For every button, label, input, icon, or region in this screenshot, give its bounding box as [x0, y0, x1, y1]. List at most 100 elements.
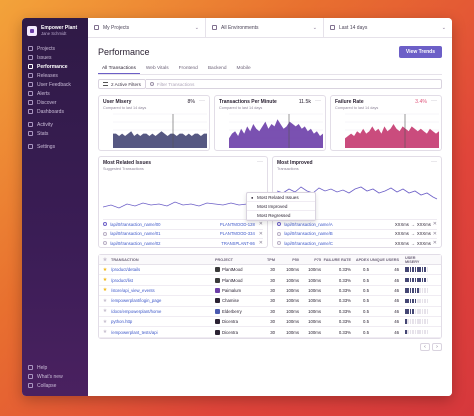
card-menu-button[interactable]: ··· — [199, 98, 205, 104]
radio-button[interactable] — [277, 231, 281, 236]
transaction-link[interactable]: /api/0/transaction_name/B — [284, 231, 333, 237]
sidebar-item-help[interactable]: Help — [22, 363, 88, 372]
sidebar-item-dashboards[interactable]: Dashboards — [22, 107, 88, 116]
sidebar-item-alerts[interactable]: Alerts — [22, 89, 88, 98]
dropdown-item-most-regressed[interactable]: Most Regressed — [247, 211, 315, 220]
sidebar-item-collapse[interactable]: Collapse — [22, 381, 88, 390]
sidebar-item-user-feedback[interactable]: User Feedback — [22, 80, 88, 89]
view-trends-button[interactable]: View Trends — [398, 46, 442, 58]
transaction-link[interactable]: /store/api_view_events — [111, 287, 155, 293]
table-row[interactable]: ★ python.http Dicentra 30 100ms 100ms 0.33% 0.5… — [99, 317, 441, 328]
star-toggle[interactable]: ★ — [99, 287, 111, 293]
p75-cell: 100ms — [308, 329, 321, 335]
transaction-link[interactable]: /api/0/transaction_name/A — [284, 221, 333, 227]
platform-icon — [215, 277, 220, 283]
table-row[interactable]: ★/product/list PlantMood 30 100ms 100ms 0.33%… — [99, 275, 441, 286]
col-project[interactable]: PROJECT — [215, 257, 233, 262]
radio-button[interactable] — [103, 222, 107, 227]
next-page-button[interactable]: › — [432, 342, 442, 351]
project-selector[interactable]: My Projects ⌄ — [88, 18, 206, 37]
misery-segment — [409, 277, 412, 283]
star-toggle[interactable]: ★ — [99, 329, 111, 335]
transaction-link[interactable]: /docs/empowerplant/home — [111, 308, 162, 314]
sidebar-item-discover[interactable]: Discover — [22, 98, 88, 107]
col-p50[interactable]: P50 — [292, 257, 299, 262]
close-icon[interactable]: ✕ — [432, 230, 437, 237]
transaction-link[interactable]: /api/0/transaction_name/01 — [110, 231, 161, 237]
list-item[interactable]: /api/0/transaction_name/C XXXms → XXXms ✕ — [277, 238, 437, 248]
card-menu-button[interactable]: ··· — [431, 98, 437, 104]
star-toggle[interactable]: ★ — [99, 308, 111, 314]
table-row[interactable]: ★/store/api_view_events Paimalum 30 100ms 10… — [99, 286, 441, 297]
tab-backend[interactable]: Backend — [207, 66, 227, 71]
close-icon[interactable]: ✕ — [258, 221, 263, 228]
date-selector[interactable]: Last 14 days ⌄ — [324, 18, 452, 37]
transaction-link[interactable]: /empowerplant/login_page — [111, 298, 162, 304]
p50-cell: 100ms — [286, 277, 299, 283]
issue-id-link[interactable]: PLANTMOOD-128 — [219, 221, 255, 227]
sidebar-item-settings[interactable]: Settings — [22, 142, 88, 151]
col-unique-users[interactable]: UNIQUE USERS — [370, 257, 399, 262]
list-item[interactable]: /api/0/transaction_name/B XXXms → XXXms ✕ — [277, 228, 437, 239]
radio-button[interactable] — [277, 222, 281, 227]
star-toggle[interactable]: ★ — [99, 319, 111, 325]
radio-button[interactable] — [103, 231, 107, 236]
table-row[interactable]: ★/product/details PlantMood 30 100ms 100ms 0.… — [99, 265, 441, 276]
col-failure-rate[interactable]: FAILURE RATE — [323, 257, 351, 262]
environment-selector[interactable]: All Environments ⌄ — [206, 18, 324, 37]
sidebar-item-stats[interactable]: Stats — [22, 129, 88, 138]
list-item[interactable]: /api/0/transaction_name/01 PLANTMOOD-334 ✕ — [103, 228, 263, 239]
search-input[interactable]: Filter Transactions — [145, 79, 442, 89]
star-toggle[interactable]: ★ — [99, 298, 111, 304]
close-icon[interactable]: ✕ — [258, 240, 263, 247]
radio-button[interactable] — [277, 241, 281, 246]
transaction-link[interactable]: python.http — [111, 319, 133, 325]
list-item[interactable]: /api/0/transaction_name/00 PLANTMOOD-128 ✕ — [103, 219, 263, 229]
sidebar-item-projects[interactable]: Projects — [22, 44, 88, 53]
prev-page-button[interactable]: ‹ — [420, 342, 430, 351]
issue-id-link[interactable]: TRANSPLANT-86 — [221, 240, 255, 246]
failure-rate-cell: 0.33% — [338, 267, 351, 273]
dropdown-item-most-related-issues[interactable]: ● Most Related Issues — [247, 193, 315, 202]
chevron-down-icon: ⌄ — [441, 24, 446, 31]
org-switcher[interactable]: Empower Plant Jane Schmidt — [22, 18, 88, 44]
sidebar-item-activity[interactable]: Activity — [22, 120, 88, 129]
transaction-link[interactable]: /product/details — [111, 267, 141, 273]
transaction-link[interactable]: /api/0/transaction_name/C — [284, 240, 333, 246]
transaction-link[interactable]: /api/0/transaction_name/00 — [110, 221, 161, 227]
panel-menu-button[interactable]: ··· — [257, 159, 263, 165]
tab-all-transactions[interactable]: All Transactions — [98, 64, 140, 74]
sidebar-item-performance[interactable]: Performance — [22, 62, 88, 71]
radio-button[interactable] — [103, 241, 107, 246]
col-user-misery[interactable]: USER MISERY — [405, 255, 420, 264]
star-toggle[interactable]: ★ — [99, 267, 111, 273]
sidebar-item-releases[interactable]: Releases — [22, 71, 88, 80]
sidebar-item-issues[interactable]: Issues — [22, 53, 88, 62]
col-apdex[interactable]: APDEX — [355, 257, 369, 262]
tab-frontend[interactable]: Frontend — [178, 66, 198, 71]
sidebar-item-what-s-new[interactable]: What's new — [22, 372, 88, 381]
table-row[interactable]: ★/empowerplant/login_page Chamise 30 100ms 1… — [99, 296, 441, 307]
tab-web-vitals[interactable]: Web Vitals — [145, 66, 169, 71]
dropdown-item-most-improved[interactable]: Most Improved — [247, 202, 315, 211]
card-menu-button[interactable]: ··· — [315, 98, 321, 104]
table-row[interactable]: ★/docs/empowerplant/home Elderberry 30 100m… — [99, 307, 441, 317]
col-tpm[interactable]: TPM — [266, 257, 275, 262]
star-toggle[interactable]: ★ — [99, 277, 111, 283]
close-icon[interactable]: ✕ — [432, 221, 437, 228]
list-item[interactable]: /api/0/transaction_name/02 TRANSPLANT-86 ✕ — [103, 238, 263, 248]
transaction-link[interactable]: /empowerplant_tests/api — [111, 329, 158, 335]
tab-mobile[interactable]: Mobile — [236, 66, 251, 71]
issue-id-link[interactable]: PLANTMOOD-334 — [219, 231, 255, 237]
col-transaction[interactable]: TRANSACTION — [111, 257, 139, 262]
close-icon[interactable]: ✕ — [432, 240, 437, 247]
panel-menu-button[interactable]: ··· — [431, 159, 437, 165]
close-icon[interactable]: ✕ — [258, 230, 263, 237]
transaction-link[interactable]: /api/0/transaction_name/02 — [110, 240, 161, 246]
transaction-link[interactable]: /product/list — [111, 277, 133, 283]
table-row[interactable]: ★/empowerplant_tests/api Dicentra 30 100ms 1… — [99, 327, 441, 338]
project-name: Elderberry — [222, 308, 242, 314]
col-p75[interactable]: P75 — [314, 257, 321, 262]
active-filters-button[interactable]: 2 Active Filters — [98, 79, 146, 89]
list-item[interactable]: /api/0/transaction_name/A XXXms → XXXms ✕ — [277, 219, 437, 229]
